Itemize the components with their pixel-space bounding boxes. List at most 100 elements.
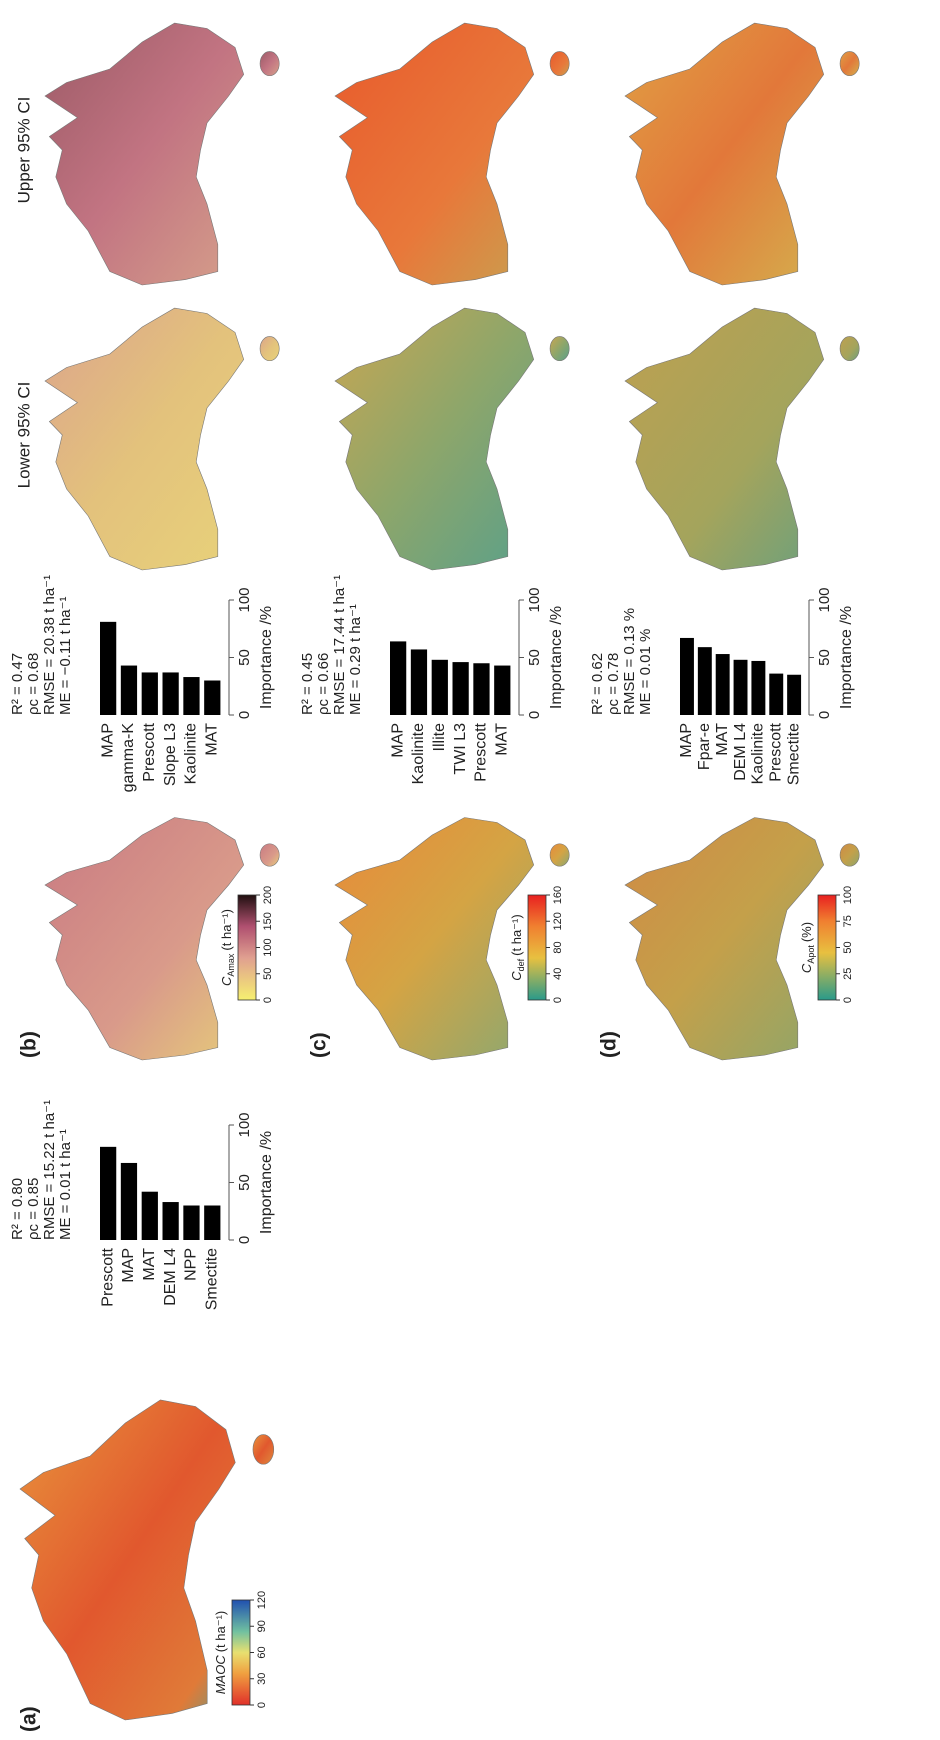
column-header: Upper 95% CI: [14, 97, 33, 204]
stat-text: RMSE = 15.22 t ha⁻¹: [41, 1100, 58, 1240]
bar: [141, 672, 158, 715]
map-island: [259, 51, 280, 77]
map-island: [839, 51, 860, 77]
category-label: Fpar-e: [696, 723, 713, 770]
category-label: DEM L4: [732, 723, 749, 781]
stat-text: R² = 0.47: [9, 653, 26, 715]
bar: [787, 674, 802, 715]
stat-text: ME = 0.01 %: [637, 629, 654, 715]
bar: [431, 659, 448, 715]
bar: [410, 649, 428, 715]
colorbar-tick-label: 120: [256, 1591, 268, 1609]
category-label: gamma-K: [120, 723, 137, 793]
panel-label: (d): [598, 1031, 621, 1058]
colorbar-tick-label: 50: [842, 941, 854, 953]
colorbar-tick-label: 80: [552, 941, 564, 953]
category-label: MAP: [120, 1248, 137, 1283]
colorbar-tick-label: 0: [262, 997, 274, 1003]
map: [624, 817, 825, 1061]
y-tick-label: 100: [816, 587, 833, 612]
bar: [733, 659, 748, 715]
stat-text: RMSE = 20.38 t ha⁻¹: [41, 575, 58, 715]
colorbar-symbol: C: [509, 971, 524, 981]
stat-text: R² = 0.45: [299, 653, 316, 715]
bar: [390, 641, 407, 715]
category-label: Prescott: [767, 722, 784, 781]
bar: [697, 647, 712, 715]
colorbar-tick-label: 60: [256, 1646, 268, 1658]
colorbar-tick-label: 90: [256, 1620, 268, 1632]
y-tick-label: 100: [526, 587, 543, 612]
category-label: Slope L3: [162, 723, 179, 786]
stat-text: ρc = 0.66: [315, 653, 332, 715]
category-label: Illite: [431, 723, 448, 752]
category-label: MAT: [714, 723, 731, 756]
y-tick-label: 100: [236, 587, 253, 612]
map: [44, 307, 245, 571]
category-label: Kaolinite: [750, 723, 767, 784]
category-label: Smectite: [204, 1248, 221, 1310]
category-label: Prescott: [473, 722, 490, 781]
bar: [715, 654, 730, 715]
colorbar-tick-label: 25: [842, 968, 854, 980]
stat-text: R² = 0.80: [9, 1178, 26, 1240]
colorbar: [237, 894, 257, 1001]
colorbar-tick-label: 0: [256, 1702, 268, 1708]
colorbar-symbol: C: [219, 976, 234, 986]
map-island: [259, 336, 280, 362]
map: [44, 817, 245, 1061]
map: [44, 22, 245, 286]
colorbar-tick-label: 120: [552, 912, 564, 930]
category-label: NPP: [183, 1248, 200, 1281]
y-tick-label: 100: [236, 1112, 253, 1137]
bar: [100, 621, 117, 715]
colorbar-tick-label: 200: [262, 886, 274, 904]
y-tick-label: 50: [526, 649, 543, 666]
stat-text: ρc = 0.85: [25, 1178, 42, 1240]
y-tick-label: 50: [236, 649, 253, 666]
bar: [162, 672, 179, 715]
category-label: TWI L3: [452, 723, 469, 775]
axis-title: Importance /%: [548, 606, 565, 709]
colorbar-unit: (t ha⁻¹): [213, 1611, 228, 1653]
bar: [100, 1146, 117, 1240]
map-island: [839, 336, 860, 362]
y-tick-label: 0: [526, 711, 543, 719]
colorbar: [527, 894, 547, 1001]
colorbar-unit: (t ha⁻¹): [219, 909, 234, 951]
y-tick-label: 50: [236, 1174, 253, 1191]
bar: [473, 663, 490, 715]
stat-text: R² = 0.62: [589, 653, 606, 715]
bar: [120, 665, 138, 715]
map: [334, 307, 535, 571]
category-label: MAP: [678, 723, 695, 758]
y-tick-label: 50: [816, 649, 833, 666]
y-tick-label: 0: [236, 711, 253, 719]
colorbar-label: MAOC (t ha⁻¹): [213, 1611, 228, 1695]
category-label: Prescott: [141, 722, 158, 781]
map-island: [549, 51, 570, 77]
colorbar-tick-label: 150: [262, 912, 274, 930]
stat-text: ME = 0.01 t ha⁻¹: [57, 1129, 74, 1240]
bar: [751, 660, 766, 715]
y-tick-label: 0: [816, 711, 833, 719]
colorbar-label: CApot (%): [799, 922, 816, 973]
colorbar-tick-label: 160: [552, 886, 564, 904]
map-island: [259, 843, 280, 867]
map-island: [839, 843, 860, 867]
map-island: [252, 1434, 275, 1465]
axis-title: Importance /%: [258, 606, 275, 709]
colorbar-unit: (t ha⁻¹): [509, 914, 524, 956]
category-label: Kaolinite: [410, 723, 427, 784]
panel-label: (c): [308, 1032, 331, 1058]
map: [334, 817, 535, 1061]
colorbar-tick-label: 100: [262, 938, 274, 956]
bar: [120, 1162, 138, 1240]
colorbar-symbol: C: [799, 963, 814, 973]
colorbar: [817, 894, 837, 1001]
colorbar-tick-label: 30: [256, 1673, 268, 1685]
colorbar-tick-label: 40: [552, 968, 564, 980]
category-label: MAT: [141, 1248, 158, 1281]
category-label: Prescott: [99, 1247, 116, 1306]
